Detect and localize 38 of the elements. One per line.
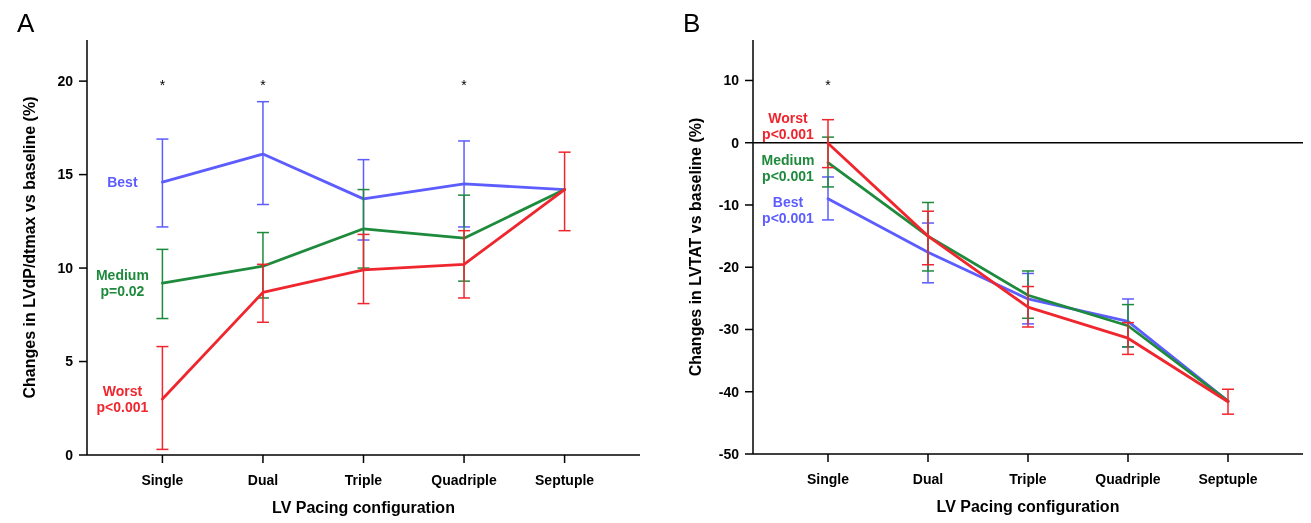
series-label: Best p<0.001 (762, 194, 815, 227)
x-tick-label: Dual (247, 472, 279, 488)
y-tick-label: -40 (718, 383, 740, 400)
series-label: Medium p=0.02 (95, 266, 149, 299)
x-tick-label: Triple (1009, 471, 1047, 487)
series-label: Worst p<0.001 (96, 382, 149, 415)
annotation: * (825, 77, 832, 93)
y-tick-label: 15 (57, 166, 74, 183)
x-tick-label: Triple (344, 472, 383, 488)
x-tick-label: Dual (912, 471, 944, 487)
series-label: Medium p<0.001 (761, 152, 815, 185)
y-axis-title: Changes in LVdP/dtmax vs baseline (%) (21, 96, 38, 399)
x-axis-title: LV Pacing configuration (936, 498, 1120, 515)
y-axis-title: Changes in LVTAT vs baseline (%) (687, 117, 704, 377)
y-tick-label: 0 (65, 446, 74, 463)
y-tick-label: 10 (723, 72, 740, 89)
y-tick-label: -10 (718, 196, 740, 213)
x-tick-label: Quadriple (431, 472, 497, 488)
x-tick-label: Septuple (535, 472, 595, 488)
chart-title: A (17, 8, 35, 38)
y-tick-label: 10 (57, 259, 74, 276)
annotation: * (159, 77, 166, 93)
y-tick-label: 5 (65, 353, 74, 370)
annotation: * (260, 77, 267, 93)
series-label: Worst p<0.001 (762, 110, 815, 143)
x-axis-title: LV Pacing configuration (272, 499, 455, 516)
x-tick-label: Septuple (1198, 471, 1258, 487)
annotation: * (461, 77, 468, 93)
x-tick-label: Single (806, 471, 850, 487)
chart-title: B (683, 8, 701, 38)
x-tick-label: Quadriple (1095, 471, 1161, 487)
x-tick-label: Single (141, 472, 184, 488)
y-tick-label: -20 (718, 259, 740, 276)
y-tick-label: 20 (57, 73, 74, 90)
y-tick-label: 0 (731, 134, 740, 151)
series-label: Best (107, 173, 138, 190)
y-tick-label: -30 (718, 321, 740, 338)
y-tick-label: -50 (718, 445, 740, 462)
